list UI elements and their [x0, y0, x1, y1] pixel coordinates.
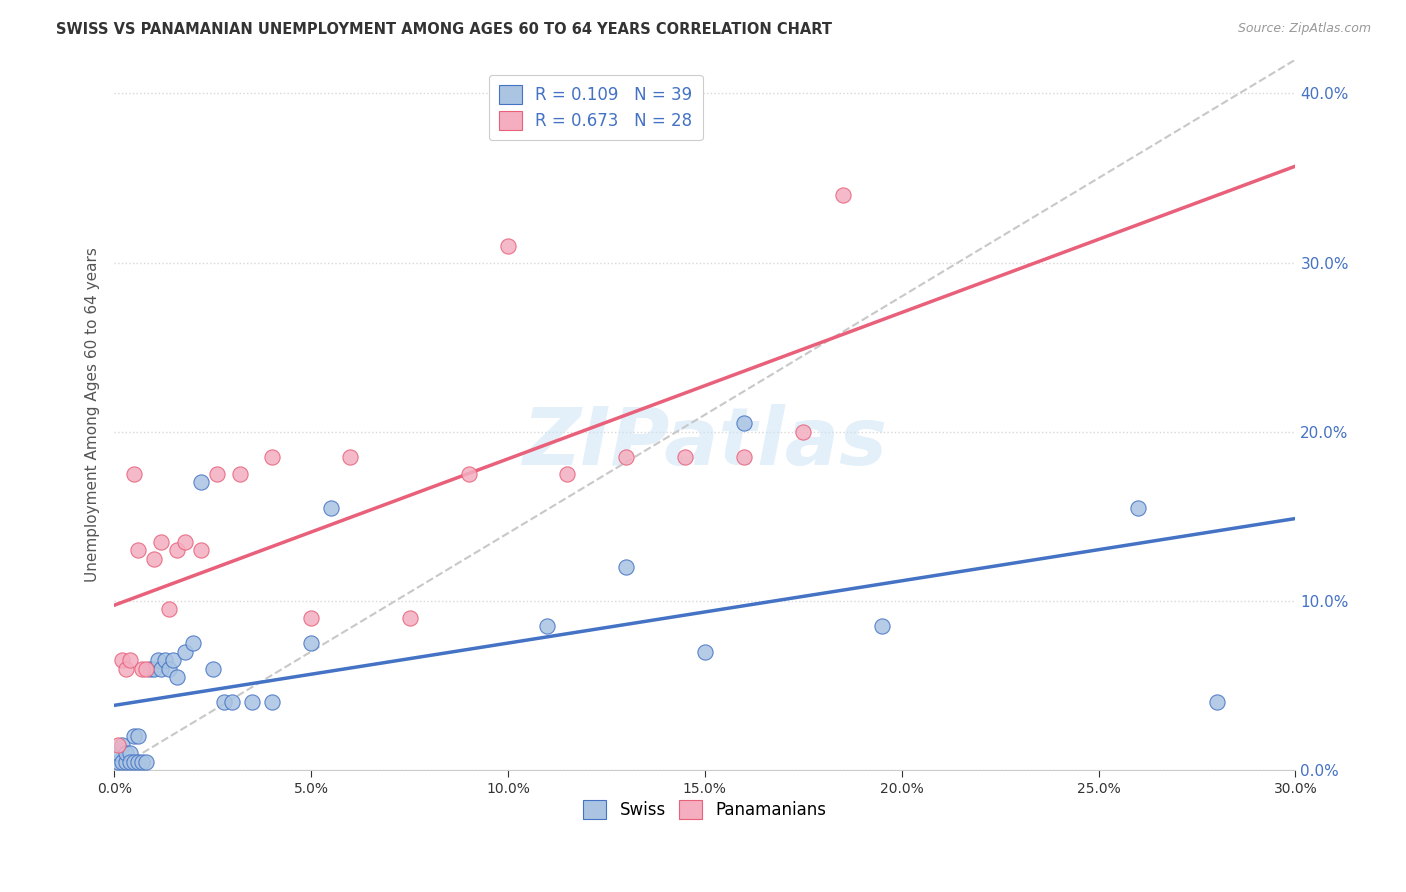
Point [457, 467, 479, 481]
Point [214, 695, 236, 709]
Point [127, 755, 149, 769]
Point [115, 755, 138, 769]
Point [870, 619, 893, 633]
Point [157, 661, 180, 675]
Point [122, 755, 145, 769]
Point [1126, 500, 1149, 515]
Text: Source: ZipAtlas.com: Source: ZipAtlas.com [1237, 22, 1371, 36]
Point [693, 644, 716, 658]
Y-axis label: Unemployment Among Ages 60 to 64 years: Unemployment Among Ages 60 to 64 years [86, 247, 100, 582]
Point [107, 755, 129, 769]
Point [733, 450, 755, 464]
Point [135, 661, 157, 675]
Point [166, 543, 188, 558]
Point [131, 755, 153, 769]
Point [115, 746, 138, 760]
Point [146, 653, 169, 667]
Text: SWISS VS PANAMANIAN UNEMPLOYMENT AMONG AGES 60 TO 64 YEARS CORRELATION CHART: SWISS VS PANAMANIAN UNEMPLOYMENT AMONG A… [56, 22, 832, 37]
Point [118, 653, 141, 667]
Point [240, 695, 263, 709]
Point [205, 467, 228, 481]
Point [555, 467, 578, 481]
Point [299, 611, 322, 625]
Point [122, 729, 145, 743]
Point [162, 653, 184, 667]
Point [115, 661, 138, 675]
Point [107, 746, 129, 760]
Point [190, 543, 212, 558]
Point [118, 746, 141, 760]
Point [299, 636, 322, 650]
Point [174, 534, 197, 549]
Point [131, 661, 153, 675]
Point [260, 450, 283, 464]
Point [733, 417, 755, 431]
Point [111, 653, 134, 667]
Point [122, 467, 145, 481]
Point [201, 661, 224, 675]
Point [155, 653, 177, 667]
Point [398, 611, 420, 625]
Point [127, 543, 149, 558]
Point [127, 729, 149, 743]
Point [111, 738, 134, 752]
Point [536, 619, 558, 633]
Legend: Swiss, Panamanians: Swiss, Panamanians [576, 793, 834, 826]
Point [260, 695, 283, 709]
Point [614, 560, 637, 574]
Point [181, 636, 204, 650]
Point [142, 661, 165, 675]
Point [118, 755, 141, 769]
Point [673, 450, 696, 464]
Point [190, 475, 212, 490]
Point [138, 661, 160, 675]
Point [174, 644, 197, 658]
Point [157, 602, 180, 616]
Point [319, 500, 342, 515]
Point [792, 425, 814, 439]
Point [614, 450, 637, 464]
Point [142, 551, 165, 566]
Point [111, 755, 134, 769]
Point [150, 661, 173, 675]
Text: ZIPatlas: ZIPatlas [522, 404, 887, 483]
Point [135, 755, 157, 769]
Point [221, 695, 243, 709]
Point [107, 738, 129, 752]
Point [339, 450, 361, 464]
Point [150, 534, 173, 549]
Point [229, 467, 252, 481]
Point [1205, 695, 1227, 709]
Point [496, 238, 519, 252]
Point [831, 188, 853, 202]
Point [166, 670, 188, 684]
